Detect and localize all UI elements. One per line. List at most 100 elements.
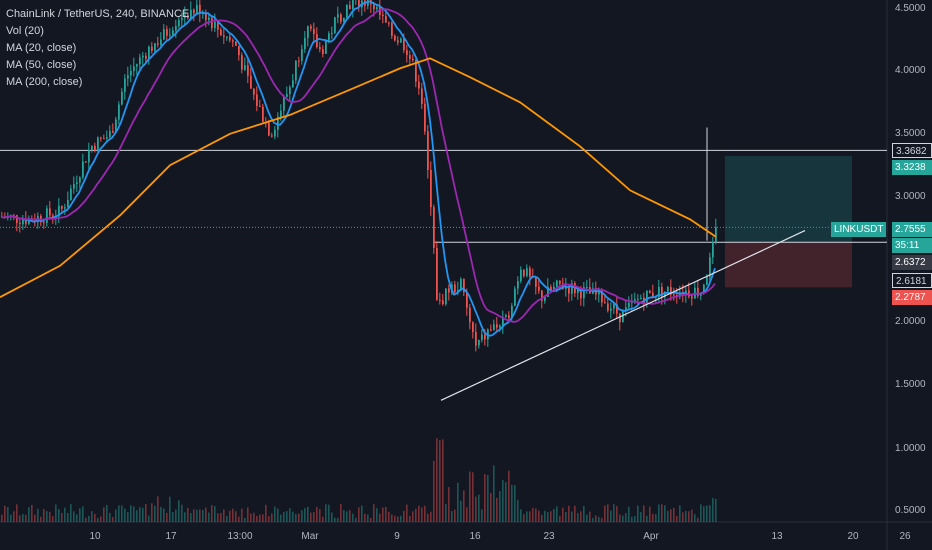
- volume-bar: [664, 505, 666, 522]
- volume-bar: [106, 504, 108, 522]
- volume-bar: [316, 506, 318, 522]
- candle-body: [712, 242, 714, 258]
- volume-bar: [220, 513, 222, 522]
- volume-bar: [547, 512, 549, 522]
- ma20-line: [0, 0, 716, 337]
- candle-body: [145, 55, 147, 59]
- y-tick: 4.5000: [895, 3, 926, 14]
- volume-bar: [514, 485, 516, 522]
- candle-body: [139, 57, 141, 65]
- candle-body: [703, 284, 705, 294]
- candle-body: [205, 13, 207, 20]
- volume-bar: [463, 490, 465, 522]
- candle-body: [124, 78, 126, 92]
- candle-body: [472, 322, 474, 333]
- volume-bar: [553, 508, 555, 522]
- volume-bar: [223, 509, 225, 522]
- candle-body: [439, 299, 441, 301]
- volume-bar: [715, 498, 717, 522]
- candle-body: [133, 66, 135, 71]
- volume-bar: [556, 506, 558, 522]
- candle-body: [112, 131, 114, 133]
- candle-body: [424, 103, 426, 132]
- candle-body: [157, 43, 159, 45]
- volume-bar: [31, 505, 33, 522]
- volume-bar: [523, 514, 525, 522]
- volume-bar: [712, 498, 714, 522]
- candle-body: [478, 339, 480, 346]
- volume-bar: [682, 512, 684, 522]
- candle-body: [337, 14, 339, 18]
- current-price-label: 2.7555: [892, 222, 932, 237]
- symbol-title[interactable]: ChainLink / TetherUS, 240, BINANCE: [6, 8, 190, 20]
- candle-body: [655, 296, 657, 298]
- indicator-ma50[interactable]: MA (50, close): [6, 59, 77, 71]
- candle-body: [334, 17, 336, 33]
- volume-bar: [466, 507, 468, 522]
- candle-body: [463, 279, 465, 293]
- volume-bar: [325, 504, 327, 522]
- candle-body: [709, 257, 711, 277]
- volume-bar: [433, 460, 435, 522]
- volume-bar: [73, 511, 75, 522]
- candle-body: [535, 277, 537, 287]
- candle-body: [328, 33, 330, 42]
- volume-bar: [136, 510, 138, 522]
- volume-bar: [496, 497, 498, 522]
- y-tick: 4.0000: [895, 65, 926, 76]
- candle-body: [232, 40, 234, 42]
- volume-bar: [238, 516, 240, 522]
- volume-bar: [610, 510, 612, 522]
- candle-body: [340, 14, 342, 22]
- volume-bar: [559, 516, 561, 522]
- candle-body: [388, 22, 390, 24]
- candle-body: [373, 4, 375, 10]
- loss-zone: [725, 242, 852, 288]
- candle-body: [670, 287, 672, 295]
- volume-bar: [688, 511, 690, 522]
- indicator-vol[interactable]: Vol (20): [6, 25, 44, 37]
- volume-bar: [211, 505, 213, 522]
- candle-body: [73, 184, 75, 189]
- volume-bar: [154, 505, 156, 522]
- upper-level-label: 3.3682: [892, 143, 932, 158]
- candle-body: [184, 14, 186, 19]
- volume-bar: [46, 511, 48, 522]
- volume-bar: [667, 510, 669, 522]
- candle-body: [466, 292, 468, 308]
- candle-body: [301, 49, 303, 61]
- volume-bar: [658, 504, 660, 522]
- indicator-ma200[interactable]: MA (200, close): [6, 76, 83, 88]
- volume-bar: [640, 512, 642, 522]
- volume-bar: [469, 471, 471, 522]
- candle-body: [106, 136, 108, 139]
- volume-bar: [511, 484, 513, 522]
- volume-bar: [295, 514, 297, 522]
- volume-bar: [115, 509, 117, 522]
- candle-body: [163, 29, 165, 40]
- volume-bar: [175, 509, 177, 522]
- candle-body: [586, 286, 588, 288]
- candle-body: [187, 14, 189, 19]
- volume-bar: [229, 510, 231, 522]
- y-tick: 3.0000: [895, 191, 926, 202]
- volume-bar: [91, 511, 93, 522]
- volume-bar: [430, 511, 432, 522]
- candle-body: [376, 7, 378, 10]
- volume-bar: [571, 511, 573, 522]
- candle-body: [496, 324, 498, 328]
- candle-body: [553, 286, 555, 291]
- volume-bar: [676, 516, 678, 522]
- volume-bar: [520, 509, 522, 522]
- volume-bar: [451, 510, 453, 522]
- volume-bar: [163, 508, 165, 522]
- volume-bar: [373, 504, 375, 522]
- volume-bar: [592, 517, 594, 522]
- volume-bar: [499, 491, 501, 522]
- volume-bar: [82, 506, 84, 522]
- indicator-ma20[interactable]: MA (20, close): [6, 42, 77, 54]
- candle-body: [469, 307, 471, 323]
- volume-bar: [340, 504, 342, 522]
- candle-body: [475, 332, 477, 346]
